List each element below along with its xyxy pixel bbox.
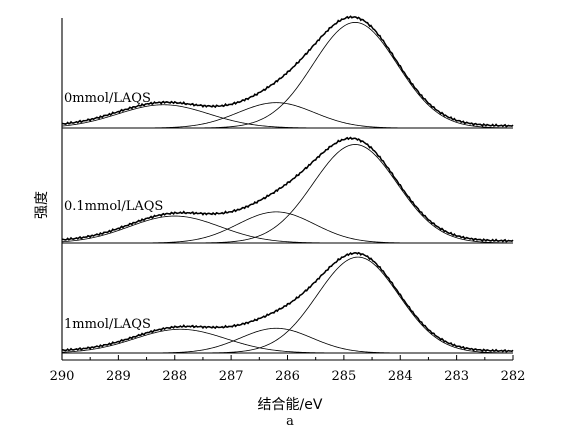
panel-1-label: 0mmol/LAQS — [64, 91, 151, 106]
x-tick-label-284: 284 — [388, 369, 413, 384]
panel-1-spectrum — [61, 15, 514, 128]
panel-2-label: 0.1mmol/LAQS — [64, 199, 163, 214]
x-tick-label-286: 286 — [275, 369, 300, 384]
panel-2-fit-envelope — [61, 137, 513, 242]
panel-3-component-3 — [61, 328, 513, 354]
axes-group: 290 289 288 287 286 285 284 283 282 — [50, 18, 526, 384]
x-tick-label-285: 285 — [331, 369, 356, 384]
panel-2: 0.1mmol/LAQS — [61, 136, 514, 244]
x-tick-label-283: 283 — [444, 369, 469, 384]
panel-3-spectrum — [61, 251, 514, 353]
figure-caption: a — [286, 414, 294, 429]
panel-1-component-1 — [62, 21, 514, 129]
x-axis-title: 结合能/eV — [258, 397, 323, 413]
panel-1: 0mmol/LAQS — [61, 15, 514, 129]
panels-group: 0mmol/LAQS 0.1mmol/LAQS 1mmol/LAQS — [61, 15, 514, 354]
panel-3-label: 1mmol/LAQS — [64, 317, 151, 332]
panel-2-component-3 — [61, 215, 513, 244]
panel-1-component-3 — [61, 104, 513, 129]
panel-2-component-1 — [62, 144, 514, 244]
panel-3-fit-envelope — [61, 252, 513, 352]
y-axis-title: 强度 — [34, 191, 50, 219]
panel-3: 1mmol/LAQS — [61, 251, 514, 354]
panel-2-spectrum — [61, 136, 514, 243]
x-tick-label-288: 288 — [162, 369, 187, 384]
x-tick-label-290: 290 — [50, 369, 75, 384]
x-tick-label-287: 287 — [219, 369, 244, 384]
x-tick-label-289: 289 — [106, 369, 131, 384]
x-tick-label-282: 282 — [501, 369, 526, 384]
